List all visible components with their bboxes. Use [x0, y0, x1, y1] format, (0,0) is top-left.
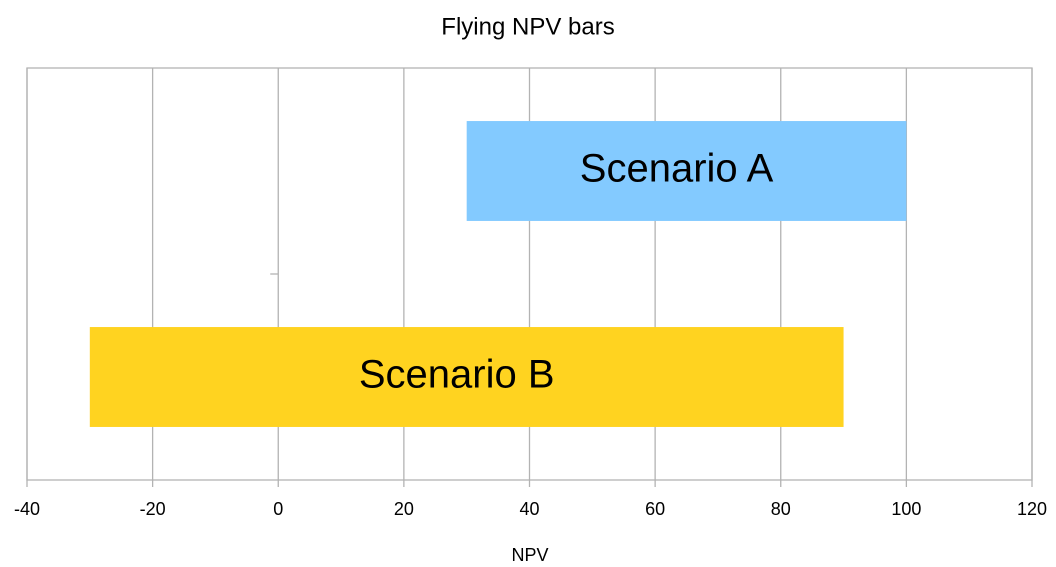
- x-tick-label: -40: [14, 499, 40, 519]
- x-tick-label: 0: [273, 499, 283, 519]
- x-tick-label: 60: [645, 499, 665, 519]
- x-tick-label: 20: [394, 499, 414, 519]
- x-tick-label: 100: [891, 499, 921, 519]
- bar-label: Scenario B: [359, 353, 555, 397]
- x-tick-label: 40: [519, 499, 539, 519]
- bar: [89, 327, 844, 427]
- plot-border: [26, 67, 1033, 481]
- x-axis-title: NPV: [511, 545, 548, 565]
- x-tick-label: 80: [771, 499, 791, 519]
- bar-label: Scenario A: [580, 147, 774, 191]
- x-tick-label: -20: [140, 499, 166, 519]
- bar: [466, 121, 907, 221]
- chart-title: Flying NPV bars: [441, 13, 614, 40]
- x-tick-label: 120: [1017, 499, 1047, 519]
